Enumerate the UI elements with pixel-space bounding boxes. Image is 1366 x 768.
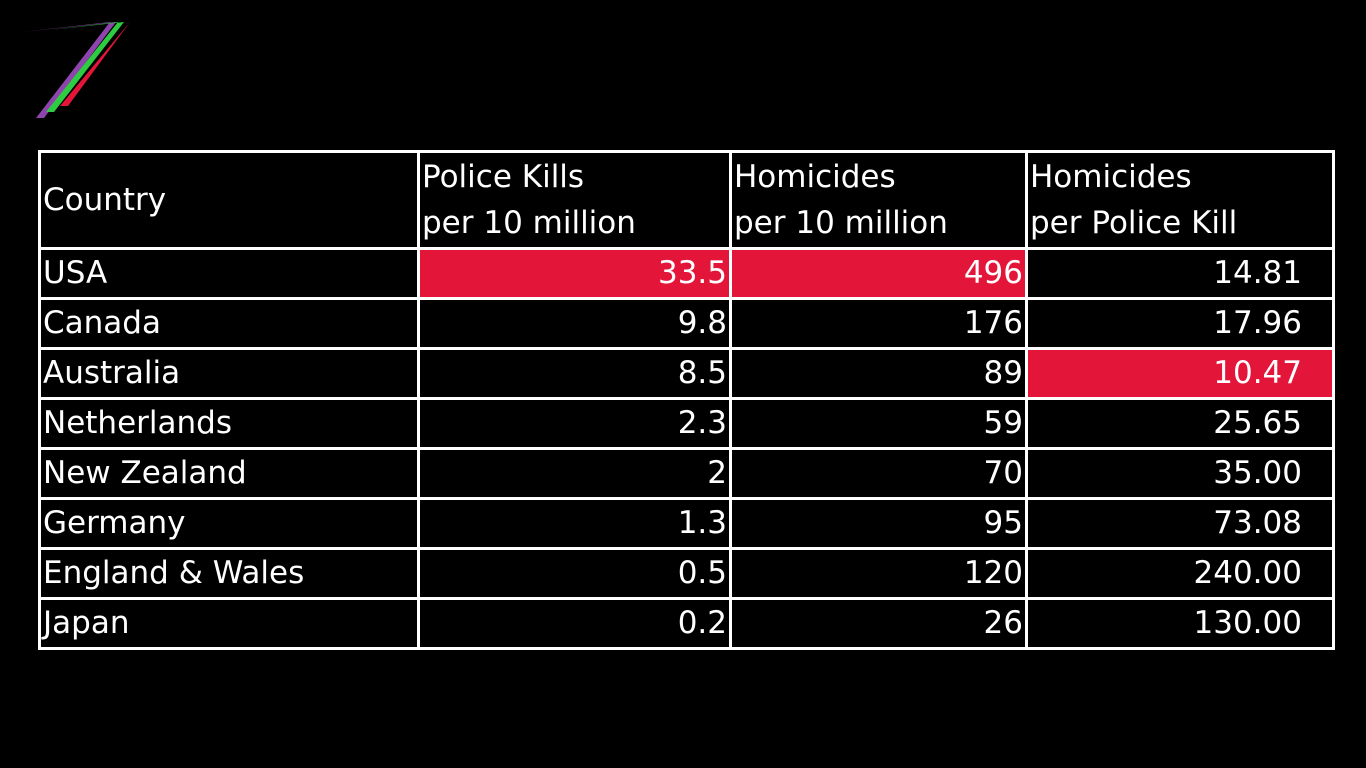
table-row: New Zealand 2 70 35.00 [38,447,1335,500]
table-row: USA 33.5 496 14.81 [38,247,1335,300]
header-line: per 10 million [734,205,948,241]
header-homicides-per-kill: Homicides per Police Kill [1025,150,1335,250]
header-line: Country [43,182,167,218]
header-line: Police Kills [422,159,585,195]
cell-homicides-per-kill: 25.65 [1025,397,1335,450]
cell-police-kills: 2 [417,447,732,500]
cell-homicides: 89 [729,347,1028,400]
header-police-kills: Police Kills per 10 million [417,150,732,250]
cell-police-kills: 1.3 [417,497,732,550]
cell-police-kills: 2.3 [417,397,732,450]
cell-country: Canada [38,297,420,350]
cell-country: Japan [38,597,420,650]
header-line: per Police Kill [1030,205,1238,241]
header-line: per 10 million [422,205,636,241]
cell-homicides-per-kill: 130.00 [1025,597,1335,650]
header-line: Homicides [734,159,896,195]
cell-homicides: 496 [729,247,1028,300]
cell-country: England & Wales [38,547,420,600]
table-row: Australia 8.5 89 10.47 [38,347,1335,400]
cell-homicides: 59 [729,397,1028,450]
table-header-row: Country Police Kills per 10 million Homi… [38,150,1335,250]
table-row: Canada 9.8 176 17.96 [38,297,1335,350]
cell-homicides-per-kill: 240.00 [1025,547,1335,600]
cell-homicides: 95 [729,497,1028,550]
cell-police-kills: 0.2 [417,597,732,650]
header-country: Country [38,150,420,250]
cell-homicides-per-kill: 73.08 [1025,497,1335,550]
cell-country: New Zealand [38,447,420,500]
channel-seven-logo-icon [22,22,130,118]
cell-country: USA [38,247,420,300]
cell-country: Australia [38,347,420,400]
statistics-table: Country Police Kills per 10 million Homi… [38,150,1335,650]
cell-homicides-per-kill: 14.81 [1025,247,1335,300]
cell-homicides: 26 [729,597,1028,650]
header-line: Homicides [1030,159,1192,195]
cell-homicides: 120 [729,547,1028,600]
cell-homicides: 70 [729,447,1028,500]
table-row: Japan 0.2 26 130.00 [38,597,1335,650]
cell-homicides-per-kill: 10.47 [1025,347,1335,400]
table-row: Germany 1.3 95 73.08 [38,497,1335,550]
cell-homicides: 176 [729,297,1028,350]
cell-country: Germany [38,497,420,550]
header-homicides: Homicides per 10 million [729,150,1028,250]
table-row: Netherlands 2.3 59 25.65 [38,397,1335,450]
cell-police-kills: 8.5 [417,347,732,400]
cell-police-kills: 9.8 [417,297,732,350]
cell-country: Netherlands [38,397,420,450]
table-row: England & Wales 0.5 120 240.00 [38,547,1335,600]
cell-police-kills: 33.5 [417,247,732,300]
cell-homicides-per-kill: 35.00 [1025,447,1335,500]
cell-police-kills: 0.5 [417,547,732,600]
cell-homicides-per-kill: 17.96 [1025,297,1335,350]
